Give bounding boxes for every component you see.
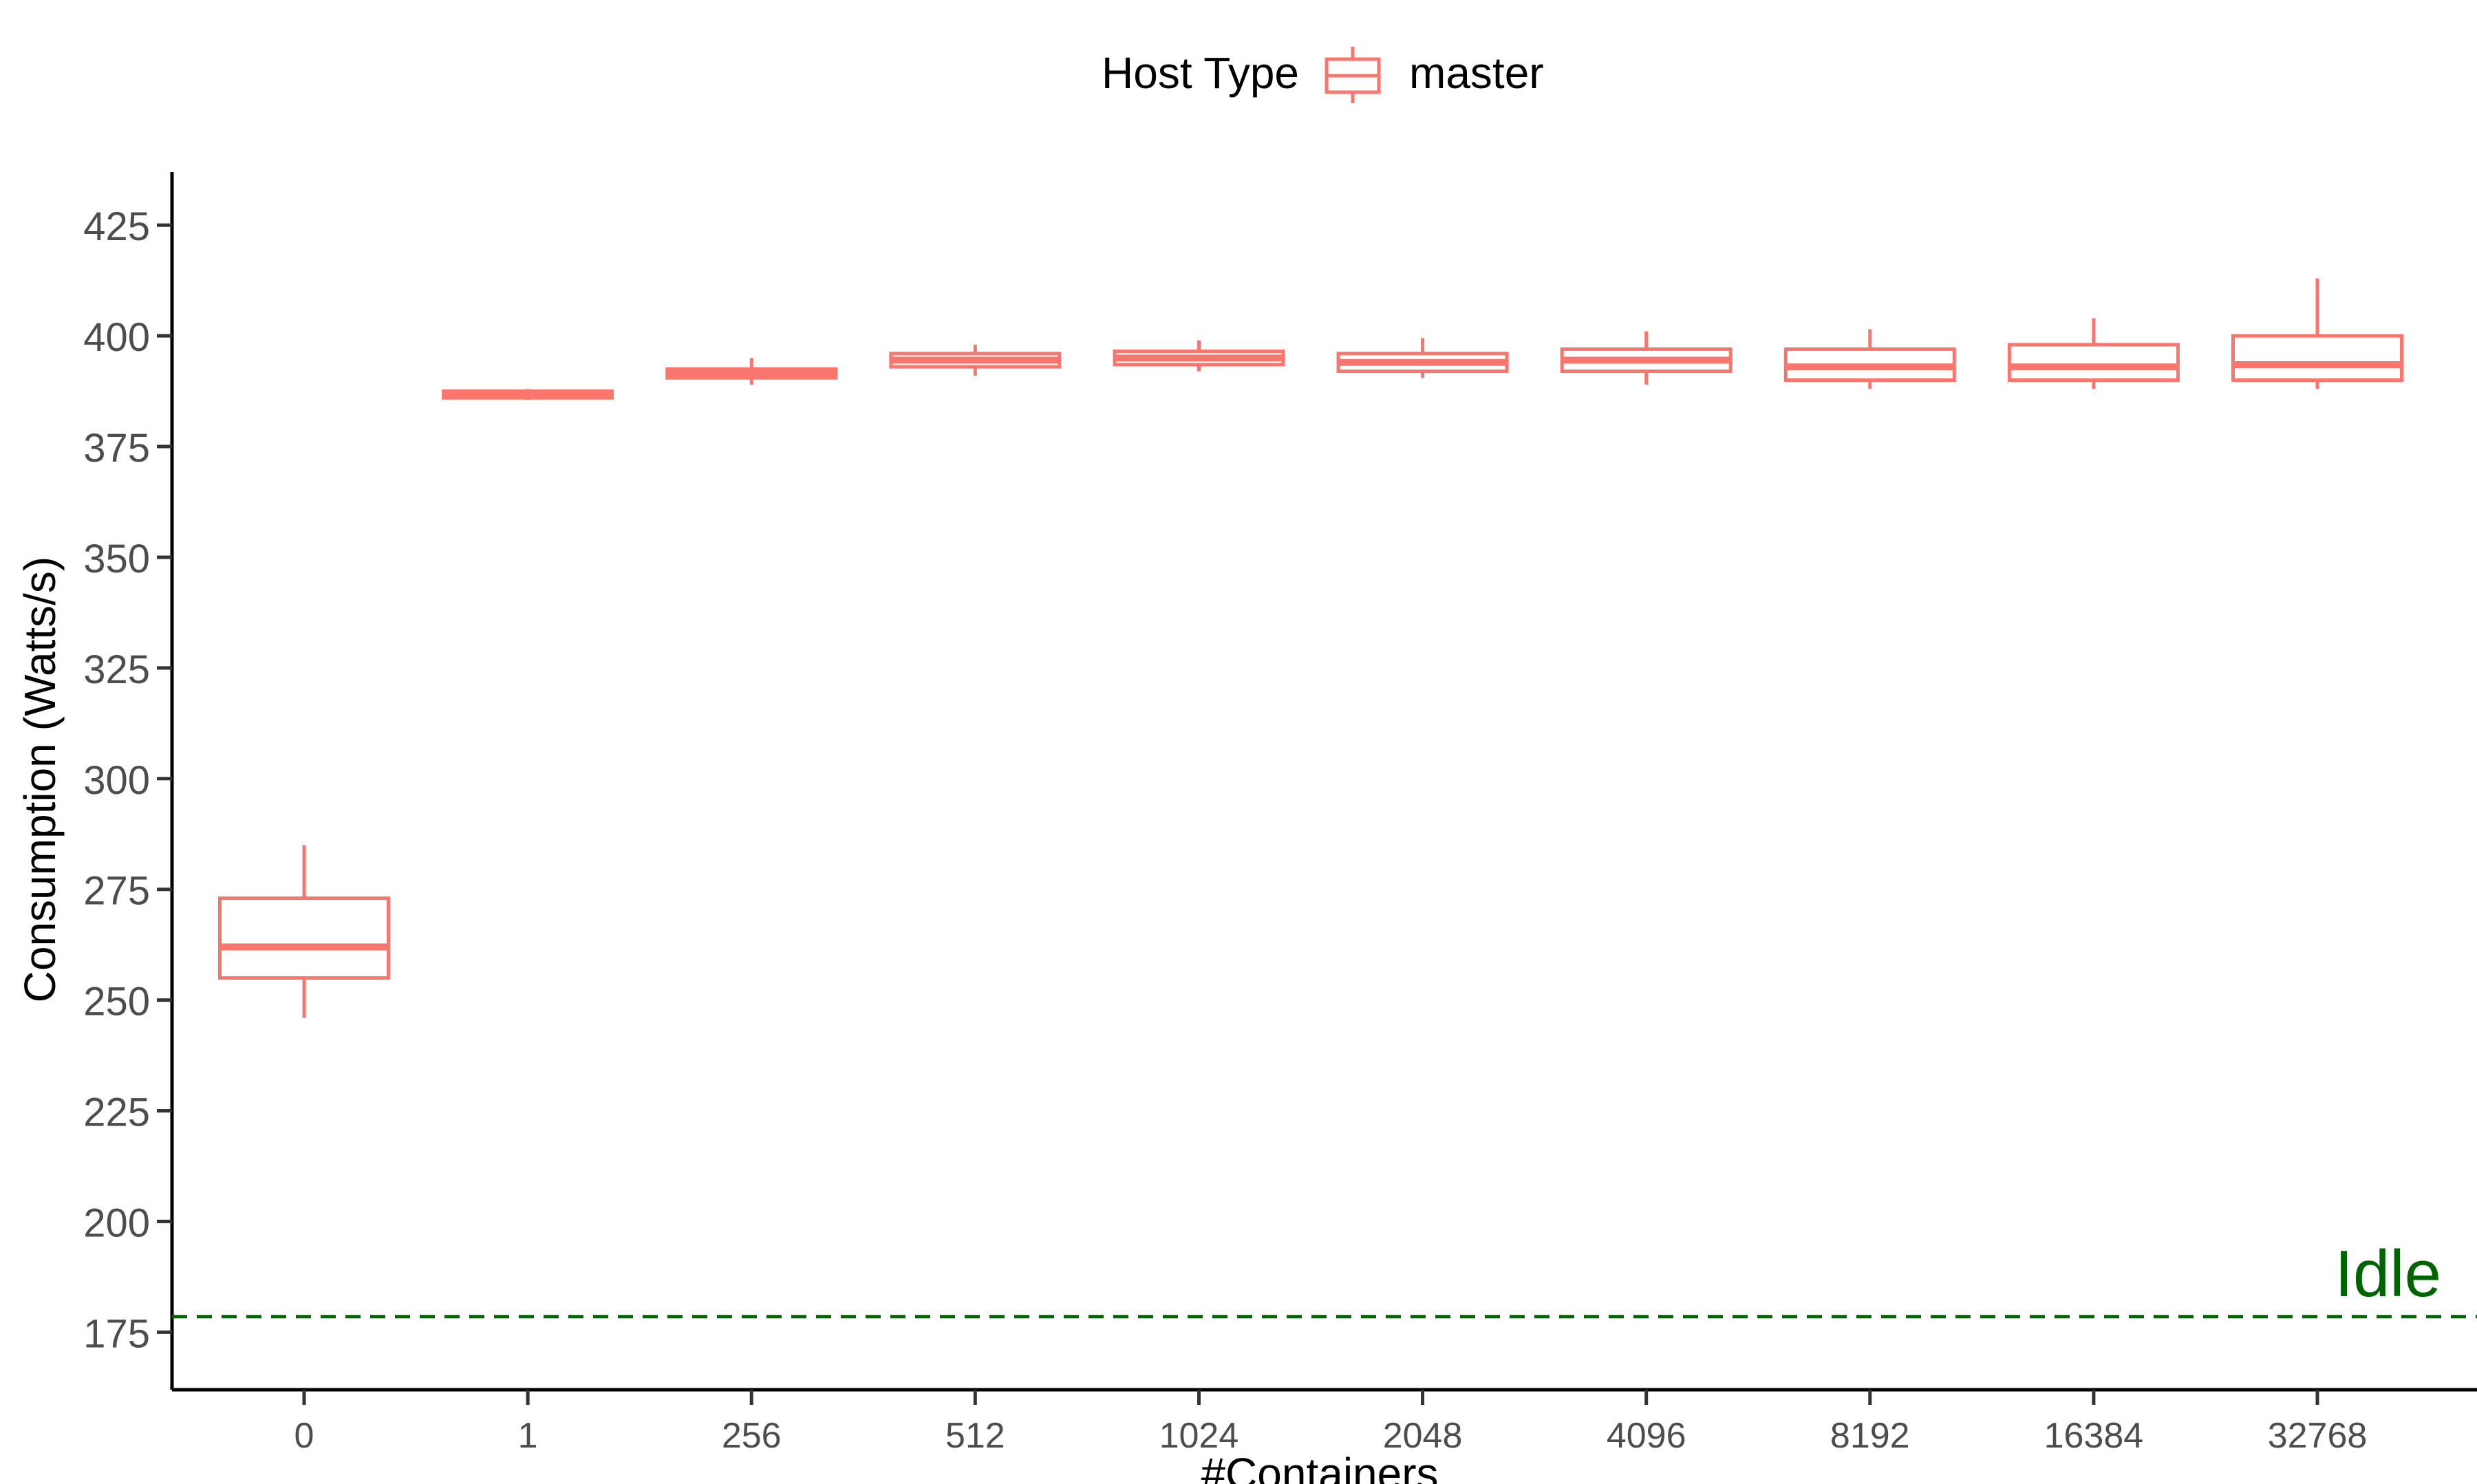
idle-reference-line: Idle xyxy=(172,1237,2477,1319)
x-tick-label: 1 xyxy=(518,1416,538,1456)
y-tick-label: 275 xyxy=(83,869,150,914)
y-ticks: 175 200 225 250 275 300 325 350 375 400 425 xyxy=(83,204,172,1356)
x-tick-label: 2048 xyxy=(1383,1416,1463,1456)
y-tick-label: 375 xyxy=(83,426,150,471)
x-tick-label: 256 xyxy=(722,1416,782,1456)
y-tick-label: 400 xyxy=(83,315,150,360)
box-4096 xyxy=(1560,331,1733,385)
box-0 xyxy=(218,845,390,1018)
x-tick-label: 0 xyxy=(294,1416,314,1456)
x-tick-label: 1024 xyxy=(1159,1416,1239,1456)
x-tick-label: 32768 xyxy=(2268,1416,2368,1456)
y-tick-label: 200 xyxy=(83,1201,150,1245)
y-tick-label: 175 xyxy=(83,1311,150,1356)
y-tick-label: 300 xyxy=(83,758,150,803)
legend: Host Type master xyxy=(1102,47,1544,103)
box-iqr xyxy=(2231,334,2403,383)
box-2048 xyxy=(1336,338,1509,378)
boxes xyxy=(218,278,2403,1018)
x-tick-label: 16384 xyxy=(2044,1416,2144,1456)
legend-key-icon xyxy=(1325,47,1381,103)
box-512 xyxy=(889,345,1062,376)
y-tick-label: 250 xyxy=(83,980,150,1024)
x-tick-label: 4096 xyxy=(1607,1416,1686,1456)
legend-entry-master: master xyxy=(1409,48,1544,98)
y-axis-label: Consumption (Watts/s) xyxy=(15,557,65,1002)
y-tick-label: 350 xyxy=(83,537,150,581)
legend-title: Host Type xyxy=(1102,48,1299,98)
idle-label: Idle xyxy=(2335,1237,2441,1311)
x-tick-label: 512 xyxy=(945,1416,1005,1456)
y-tick-label: 225 xyxy=(83,1090,150,1135)
box-1024 xyxy=(1113,340,1285,372)
box-8192 xyxy=(1783,329,1956,389)
box-16384 xyxy=(2007,318,2180,389)
box-256 xyxy=(665,358,838,385)
y-tick-label: 425 xyxy=(83,204,150,249)
box-1 xyxy=(442,389,614,400)
box-iqr xyxy=(2007,343,2180,383)
x-ticks: 0 1 256 512 1024 2048 4096 8192 16384 32768 xyxy=(294,1390,2368,1456)
box-iqr xyxy=(218,896,390,980)
x-tick-label: 8192 xyxy=(1830,1416,1910,1456)
box-32768 xyxy=(2231,278,2403,389)
x-axis-label: #Containers xyxy=(1201,1449,1438,1484)
y-tick-label: 325 xyxy=(83,647,150,692)
